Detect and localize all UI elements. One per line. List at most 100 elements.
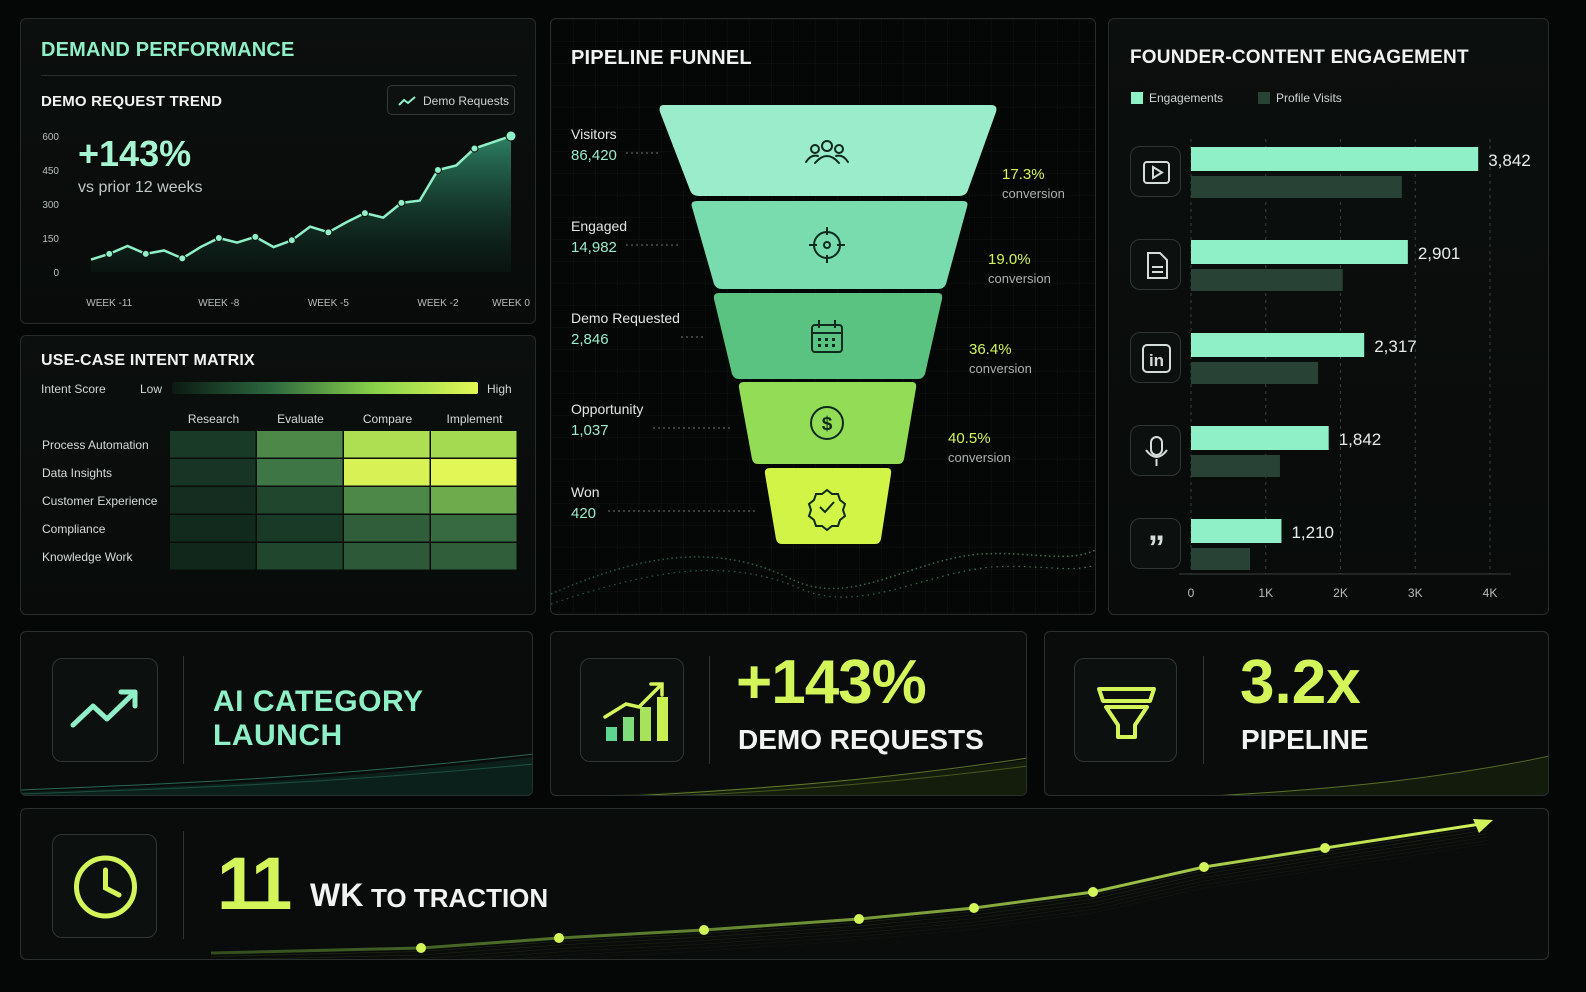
funnel-conversion-caption: conversion — [1002, 186, 1065, 201]
heatmap-row-label: Customer Experience — [42, 494, 158, 508]
traction-line-chart — [210, 819, 1493, 959]
legend-engagements-label: Engagements — [1149, 90, 1224, 105]
engagement-bar-chart: 3,842 2,901 2,317 1,842 1,210 0 1K 2K 3K 4K — [1179, 139, 1531, 600]
launch-divider — [183, 656, 184, 764]
heatmap-cell — [431, 487, 517, 514]
demo-trend-subtitle: DEMO REQUEST TREND — [41, 93, 223, 110]
heatmap-cell — [344, 487, 430, 514]
svg-text:$: $ — [822, 414, 833, 435]
traction-point — [1199, 862, 1209, 872]
matrix-title: USE-CASE INTENT MATRIX — [41, 352, 255, 369]
heatmap-column-label: Compare — [363, 412, 413, 426]
funnel-chart: $ Visitors 86,420 Engaged 14,982 Demo Reques… — [551, 105, 1095, 605]
heatmap-column-label: Evaluate — [277, 412, 324, 426]
trend-up-icon — [52, 658, 158, 762]
demo-requests-card: +143% DEMO REQUESTS — [550, 631, 1027, 796]
traction-point — [969, 903, 979, 913]
intent-high-label: High — [487, 382, 512, 396]
profile-visits-bar — [1191, 548, 1251, 570]
profile-visits-bar — [1191, 455, 1280, 477]
trend-point — [105, 249, 114, 258]
traction-glow-line — [210, 826, 1488, 957]
funnel-conversion-caption: conversion — [948, 450, 1011, 465]
profile-visits-bar — [1191, 269, 1343, 291]
trend-area — [91, 136, 511, 272]
engagement-value-label: 2,901 — [1418, 244, 1461, 263]
heatmap-cell — [344, 543, 430, 570]
heatmap-cell — [170, 487, 256, 514]
trend-point — [214, 234, 223, 242]
engagement-bar — [1191, 240, 1408, 264]
linkedin-icon: in — [1130, 332, 1181, 383]
launch-card-wave — [21, 753, 532, 795]
demo-card-wave — [607, 757, 1026, 795]
traction-banner: 11 WK TO TRACTION — [20, 808, 1549, 960]
funnel-conversion-caption: conversion — [988, 271, 1051, 286]
funnel-stage-label: Opportunity — [571, 401, 643, 417]
demo-card-divider — [709, 656, 710, 764]
funnel-stage-label: Engaged — [571, 218, 627, 234]
svg-text:in: in — [1149, 351, 1164, 370]
intent-scale-label: Intent Score — [41, 382, 106, 396]
demo-card-label: DEMO REQUESTS — [738, 724, 984, 755]
trend-xtick-label: WEEK 0 — [492, 298, 530, 309]
trend-xtick-label: WEEK -11 — [86, 298, 132, 309]
heatmap-column-label: Implement — [446, 412, 503, 426]
dotted-wave — [551, 549, 1095, 595]
profile-visits-bar — [1191, 362, 1319, 384]
pipeline-card: 3.2x PIPELINE — [1044, 631, 1549, 796]
traction-point — [1088, 887, 1098, 897]
demo-legend-chip[interactable]: Demo Requests — [387, 85, 515, 115]
funnel-stage-value: 420 — [571, 505, 596, 522]
trend-point — [178, 254, 187, 263]
intent-scale-bar — [172, 382, 478, 394]
document-icon — [1130, 239, 1181, 290]
traction-value: 11 — [217, 842, 292, 925]
target-icon — [809, 227, 845, 263]
quote-icon: ” — [1130, 518, 1181, 569]
funnel-stage-value: 86,420 — [571, 147, 617, 164]
engagement-value-label: 1,842 — [1339, 430, 1382, 449]
funnel-stage-demo — [713, 293, 943, 379]
pipeline-card-divider — [1203, 656, 1204, 764]
traction-glow-line — [554, 843, 1488, 959]
calendar-icon — [811, 320, 843, 353]
legend-profile-visits: Profile Visits — [1258, 89, 1342, 105]
engagement-bar — [1191, 147, 1479, 171]
title-divider — [41, 75, 517, 76]
traction-glow-line — [506, 840, 1488, 959]
trend-point — [251, 232, 260, 241]
heatmap-cell — [431, 459, 517, 486]
bar-growth-icon — [580, 658, 684, 762]
heatmap-cell — [257, 543, 343, 570]
trend-xtick-label: WEEK -2 — [417, 298, 459, 309]
funnel-conversion-caption: conversion — [969, 361, 1032, 376]
funnel-conversion-value: 36.4% — [969, 341, 1012, 358]
engagement-value-label: 3,842 — [1488, 151, 1531, 170]
launch-label: AI CATEGORY LAUNCH — [213, 685, 423, 752]
traction-glow-line — [240, 829, 1488, 959]
heatmap-cell — [170, 459, 256, 486]
demo-trend-chart: 0 150 300 450 600 WEEK -11 WEEK -8 WEEK -5 WEEK… — [42, 130, 530, 309]
trend-point — [397, 198, 406, 207]
demand-panel-title: DEMAND PERFORMANCE — [41, 39, 295, 61]
intent-matrix-panel: USE-CASE INTENT MATRIX Intent Score Low … — [20, 335, 536, 615]
trend-point — [433, 166, 442, 174]
heatmap-cell — [344, 515, 430, 542]
trend-ytick-label: 150 — [42, 234, 59, 245]
traction-point — [1320, 843, 1330, 853]
engagement-xtick-label: 4K — [1483, 586, 1498, 600]
heatmap-row-label: Data Insights — [42, 466, 112, 480]
heatmap-column-label: Research — [188, 412, 239, 426]
heatmap-cell — [170, 543, 256, 570]
traction-label: TO TRACTION — [371, 883, 549, 913]
funnel-stage-opportunity — [738, 382, 917, 464]
funnel-icon — [1074, 658, 1177, 762]
heatmap-cell — [170, 431, 256, 458]
funnel-stage-value: 1,037 — [571, 422, 609, 439]
dollar-icon: $ — [810, 406, 844, 440]
traction-arrowhead — [1473, 819, 1493, 833]
traction-point — [854, 914, 864, 924]
profile-visits-bar — [1191, 176, 1402, 198]
heatmap-cell — [344, 459, 430, 486]
